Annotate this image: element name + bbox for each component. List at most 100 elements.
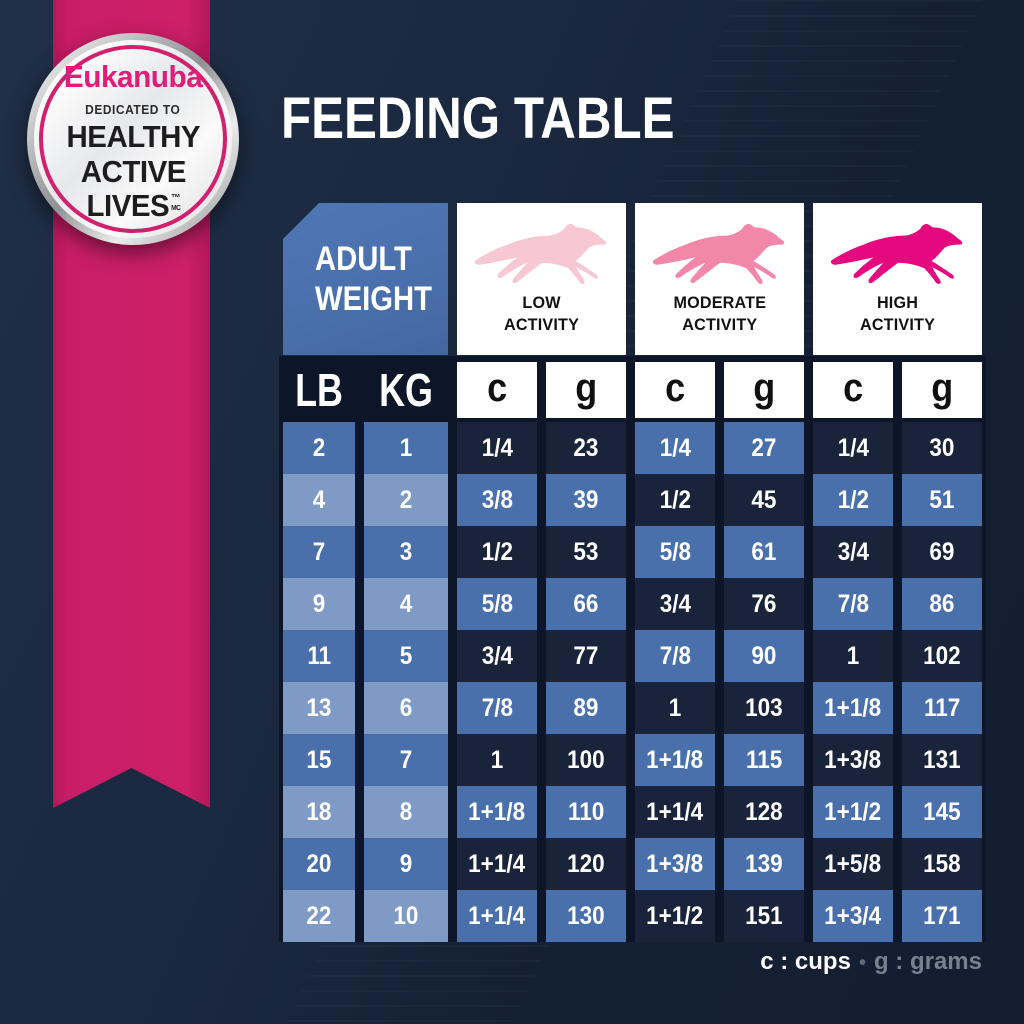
low-activity-header: LOW ACTIVITY xyxy=(457,203,626,355)
feeding-amount-cell: 131 xyxy=(902,734,982,786)
activity-label: HIGH ACTIVITY xyxy=(859,293,936,334)
feeding-amount-cell: 3/4 xyxy=(813,526,893,578)
feeding-amount-cell: 30 xyxy=(902,422,982,474)
legend-bullet-icon: • xyxy=(858,952,866,974)
feeding-amount-cell: 90 xyxy=(724,630,804,682)
feeding-amount-cell: 145 xyxy=(902,786,982,838)
badge-content: Eukanuba DEDICATED TO HEALTHY ACTIVE LIV… xyxy=(27,33,239,245)
feeding-amount-cell: 1+3/4 xyxy=(813,890,893,942)
running-dog-icon xyxy=(824,213,972,289)
weight-kg-cell: 7 xyxy=(364,734,448,786)
moderate-activity-header: MODERATE ACTIVITY xyxy=(635,203,804,355)
legend-grams: g : grams xyxy=(873,948,982,975)
feeding-amount-cell: 1/2 xyxy=(813,474,893,526)
weight-lb-cell: 18 xyxy=(283,786,355,838)
feeding-amount-cell: 7/8 xyxy=(457,682,537,734)
weight-kg-cell: 8 xyxy=(364,786,448,838)
feeding-amount-cell: 1/2 xyxy=(635,474,715,526)
feeding-amount-cell: 1+1/2 xyxy=(635,890,715,942)
feeding-amount-cell: 1/4 xyxy=(635,422,715,474)
lb-column-header: LB xyxy=(295,364,343,416)
feeding-amount-cell: 110 xyxy=(546,786,626,838)
cups-column-header: c xyxy=(457,362,537,418)
feeding-amount-cell: 66 xyxy=(546,578,626,630)
feeding-amount-cell: 102 xyxy=(902,630,982,682)
badge-active-text: ACTIVE xyxy=(80,153,186,189)
feeding-amount-cell: 45 xyxy=(724,474,804,526)
feeding-amount-cell: 39 xyxy=(546,474,626,526)
feeding-amount-cell: 77 xyxy=(546,630,626,682)
feeding-amount-cell: 151 xyxy=(724,890,804,942)
feeding-amount-cell: 53 xyxy=(546,526,626,578)
feeding-amount-cell: 1+1/2 xyxy=(813,786,893,838)
feeding-amount-cell: 7/8 xyxy=(635,630,715,682)
weight-lb-cell: 20 xyxy=(283,838,355,890)
feeding-amount-cell: 139 xyxy=(724,838,804,890)
feeding-amount-cell: 120 xyxy=(546,838,626,890)
brand-wordmark: Eukanuba xyxy=(63,58,203,94)
feeding-amount-cell: 103 xyxy=(724,682,804,734)
weight-kg-cell: 2 xyxy=(364,474,448,526)
cups-column-header: c xyxy=(813,362,893,418)
feeding-amount-cell: 1/4 xyxy=(813,422,893,474)
feeding-amount-cell: 158 xyxy=(902,838,982,890)
weight-lb-cell: 22 xyxy=(283,890,355,942)
feeding-amount-cell: 51 xyxy=(902,474,982,526)
feeding-amount-cell: 1+1/4 xyxy=(635,786,715,838)
feeding-amount-cell: 89 xyxy=(546,682,626,734)
feeding-amount-cell: 1/4 xyxy=(457,422,537,474)
weight-lb-cell: 9 xyxy=(283,578,355,630)
feeding-amount-cell: 130 xyxy=(546,890,626,942)
feeding-amount-cell: 1+5/8 xyxy=(813,838,893,890)
page-title: FEEDING TABLE xyxy=(281,86,675,151)
weight-kg-cell: 5 xyxy=(364,630,448,682)
feeding-amount-cell: 1+3/8 xyxy=(635,838,715,890)
grams-column-header: g xyxy=(724,362,804,418)
feeding-amount-cell: 1 xyxy=(813,630,893,682)
weight-kg-cell: 4 xyxy=(364,578,448,630)
badge-dedicated-text: DEDICATED TO xyxy=(85,101,181,117)
feeding-amount-cell: 1+3/8 xyxy=(813,734,893,786)
feeding-amount-cell: 23 xyxy=(546,422,626,474)
badge-lives-text: LIVES ™ MC xyxy=(85,188,181,224)
feeding-amount-cell: 1+1/4 xyxy=(457,890,537,942)
kg-column-header: KG xyxy=(379,364,433,416)
weight-lb-cell: 7 xyxy=(283,526,355,578)
weight-lb-cell: 11 xyxy=(283,630,355,682)
feeding-amount-cell: 1 xyxy=(635,682,715,734)
badge-pink-ring xyxy=(39,45,227,233)
weight-kg-cell: 3 xyxy=(364,526,448,578)
feeding-amount-cell: 117 xyxy=(902,682,982,734)
feeding-table: ADULT WEIGHT LOW ACTIVITY MODERATE ACTIV… xyxy=(279,203,986,942)
feeding-amount-cell: 1+1/4 xyxy=(457,838,537,890)
weight-kg-cell: 9 xyxy=(364,838,448,890)
activity-label: LOW ACTIVITY xyxy=(503,293,580,334)
grams-column-header: g xyxy=(546,362,626,418)
feeding-amount-cell: 3/4 xyxy=(457,630,537,682)
running-dog-icon xyxy=(646,213,794,289)
feeding-amount-cell: 7/8 xyxy=(813,578,893,630)
feeding-amount-cell: 1/2 xyxy=(457,526,537,578)
feeding-amount-cell: 3/8 xyxy=(457,474,537,526)
feeding-amount-cell: 27 xyxy=(724,422,804,474)
table-header-row: ADULT WEIGHT LOW ACTIVITY MODERATE ACTIV… xyxy=(283,203,982,355)
feeding-amount-cell: 3/4 xyxy=(635,578,715,630)
feeding-amount-cell: 100 xyxy=(546,734,626,786)
weight-kg-cell: 1 xyxy=(364,422,448,474)
weight-lb-cell: 2 xyxy=(283,422,355,474)
badge-healthy-text: HEALTHY xyxy=(66,118,200,154)
weight-lb-cell: 4 xyxy=(283,474,355,526)
feeding-amount-cell: 1+1/8 xyxy=(457,786,537,838)
legend-cups: c : cups xyxy=(760,948,851,975)
grams-column-header: g xyxy=(902,362,982,418)
feeding-amount-cell: 128 xyxy=(724,786,804,838)
feeding-amount-cell: 61 xyxy=(724,526,804,578)
units-legend: c : cups • g : grams xyxy=(283,948,982,976)
weight-kg-cell: 10 xyxy=(364,890,448,942)
feeding-amount-cell: 69 xyxy=(902,526,982,578)
feeding-amount-cell: 1 xyxy=(457,734,537,786)
feeding-amount-cell: 1+1/8 xyxy=(635,734,715,786)
feeding-amount-cell: 115 xyxy=(724,734,804,786)
weight-lb-cell: 13 xyxy=(283,682,355,734)
feeding-amount-cell: 5/8 xyxy=(457,578,537,630)
